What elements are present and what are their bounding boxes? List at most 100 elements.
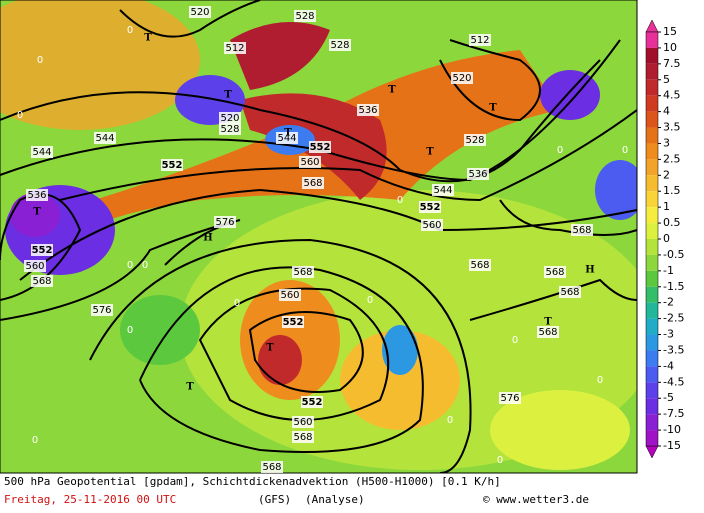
colorbar-swatch [646,286,658,303]
label-backdrop [432,184,454,196]
contour-label: 568 [293,267,312,278]
colorbar-label: 4.5 [663,89,681,102]
contour-label: 0 [32,435,38,446]
contour-label: 0 [512,335,518,346]
contour-label: 568 [293,432,312,443]
contour-label: 520 [452,73,471,84]
label-backdrop [91,304,113,316]
contour-label: 536 [27,190,46,201]
contour-label: 528 [220,124,239,135]
colorbar-swatch [646,175,658,192]
contour-label: 568 [262,462,281,473]
contour-label: 552 [32,245,53,256]
contour-label: 560 [25,261,44,272]
label-backdrop [279,289,301,301]
contour-label: 0 [17,110,23,121]
colorbar-arrow-top [645,19,659,33]
contour-label: 0 [367,295,373,306]
colorbar-swatch [646,47,658,64]
colorbar-frame [645,31,659,447]
label-backdrop [24,260,46,272]
label-backdrop [292,431,314,443]
colorbar-swatch [646,414,658,431]
label-backdrop [261,461,283,473]
colorbar-swatch [646,382,658,399]
label-backdrop [292,266,314,278]
label-backdrop [224,42,246,54]
label-backdrop [451,72,473,84]
contour-label: 0 [447,415,453,426]
contour-label: 0 [397,195,403,206]
colorbar-label: 10 [663,41,677,54]
colorbar-arrow-bottom [645,445,659,459]
pressure-center: T [266,343,274,354]
contour-label: 552 [283,317,304,328]
label-backdrop [329,39,351,51]
map-frame [0,0,638,474]
pressure-center: T [489,103,497,114]
colorbar-label: -0.5 [663,248,684,261]
colorbar-label: -5 [663,391,674,404]
colorbar-swatch [646,318,658,335]
pressure-center: T [33,207,41,218]
label-backdrop [357,104,379,116]
contour-label: 0 [557,145,563,156]
contour-label: 512 [470,35,489,46]
contour-label: 552 [162,160,183,171]
contour-label: 520 [190,7,209,18]
label-backdrop [469,34,491,46]
label-backdrop [464,134,486,146]
contour-label: 560 [300,157,319,168]
contour-label: 576 [500,393,519,404]
colorbar-swatch [646,254,658,271]
label-backdrop [294,10,316,22]
colorbar-swatch [646,350,658,367]
label-backdrop [31,244,53,256]
contour-label: 0 [234,298,240,309]
contour-label: 568 [572,225,591,236]
colorbar-label: 4 [663,105,670,118]
colorbar-label: 3.5 [663,121,681,134]
label-backdrop [467,168,489,180]
contour-label: 576 [92,305,111,316]
label-backdrop [469,259,491,271]
colorbar-label: -2.5 [663,312,684,325]
colorbar-label: 1 [663,200,670,213]
label-backdrop [94,132,116,144]
label-backdrop [31,146,53,158]
footer-model: (GFS) [258,493,291,506]
contour-label: 512 [225,43,244,54]
contour-label: 0 [127,325,133,336]
contour-label: 576 [215,217,234,228]
pressure-center: H [585,265,594,276]
colorbar-label: 3 [663,136,670,149]
contour-label: 544 [95,133,114,144]
colorbar-label: -3.5 [663,343,684,356]
colorbar-swatch [646,63,658,80]
colorbar-swatch [646,95,658,112]
colorbar-label: 2.5 [663,152,681,165]
contour-label: 544 [32,147,51,158]
contour-label: 0 [497,455,503,466]
contour-label: 528 [330,40,349,51]
map-field [0,0,637,473]
label-backdrop [282,316,304,328]
contour-label: 568 [560,287,579,298]
colorbar-swatch [646,430,658,446]
contour-label: 560 [422,220,441,231]
colorbar-label: -7.5 [663,407,684,420]
footer-date: Freitag, 25-11-2016 00 UTC [4,493,176,506]
colorbar-label: 1.5 [663,184,681,197]
label-backdrop [419,201,441,213]
contour-label: 0 [622,145,628,156]
colorbar-label: -2 [663,296,674,309]
label-backdrop [537,326,559,338]
contour-label: 520 [220,113,239,124]
pressure-center: T [284,128,292,139]
label-backdrop [571,224,593,236]
footer-credit: © www.wetter3.de [483,493,589,506]
colorbar-label: -4.5 [663,375,684,388]
label-backdrop [499,392,521,404]
contour-label: 568 [545,267,564,278]
